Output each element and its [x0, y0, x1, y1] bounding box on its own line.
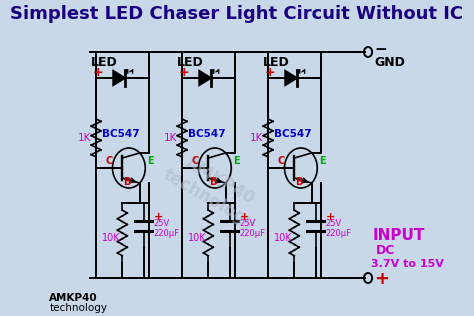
Text: +: +	[240, 211, 249, 222]
Text: DC: DC	[376, 244, 396, 257]
Text: Simplest LED Chaser Light Circuit Without IC: Simplest LED Chaser Light Circuit Withou…	[10, 5, 464, 23]
Text: +: +	[178, 66, 189, 80]
Text: LED: LED	[177, 56, 204, 69]
Polygon shape	[285, 71, 297, 85]
Text: +: +	[154, 211, 164, 222]
Text: C: C	[278, 156, 285, 166]
Text: B: B	[124, 177, 131, 187]
Text: 1K: 1K	[250, 133, 264, 143]
Text: LED: LED	[263, 56, 290, 69]
Text: 10K: 10K	[273, 233, 292, 243]
Text: 1K: 1K	[78, 133, 91, 143]
Text: 25V
220μF: 25V 220μF	[326, 219, 351, 238]
Text: +: +	[264, 66, 275, 80]
Text: BC547: BC547	[274, 129, 311, 139]
Text: E: E	[319, 156, 326, 166]
Text: E: E	[147, 156, 154, 166]
Text: E: E	[233, 156, 239, 166]
Polygon shape	[200, 71, 211, 85]
Text: 10K: 10K	[101, 233, 120, 243]
Text: LED: LED	[91, 56, 118, 69]
Text: AMKP40: AMKP40	[49, 293, 98, 303]
Text: 3.7V to 15V: 3.7V to 15V	[371, 259, 444, 269]
Text: 10K: 10K	[188, 233, 206, 243]
Text: +: +	[374, 270, 390, 288]
Polygon shape	[113, 71, 125, 85]
Text: 25V
220μF: 25V 220μF	[239, 219, 265, 238]
Text: +: +	[326, 211, 336, 222]
Text: BC547: BC547	[188, 129, 226, 139]
Text: GND: GND	[374, 56, 405, 69]
Text: B: B	[210, 177, 217, 187]
Text: −: −	[374, 41, 387, 57]
Text: C: C	[191, 156, 199, 166]
Text: BC547: BC547	[102, 129, 139, 139]
Text: technology: technology	[49, 303, 108, 313]
Text: 25V
220μF: 25V 220μF	[154, 219, 180, 238]
Text: INPUT: INPUT	[373, 228, 425, 244]
Text: AMKP40
technology: AMKP40 technology	[160, 147, 270, 233]
Text: 1K: 1K	[164, 133, 177, 143]
Text: C: C	[106, 156, 113, 166]
Text: +: +	[92, 66, 103, 80]
Text: B: B	[296, 177, 303, 187]
